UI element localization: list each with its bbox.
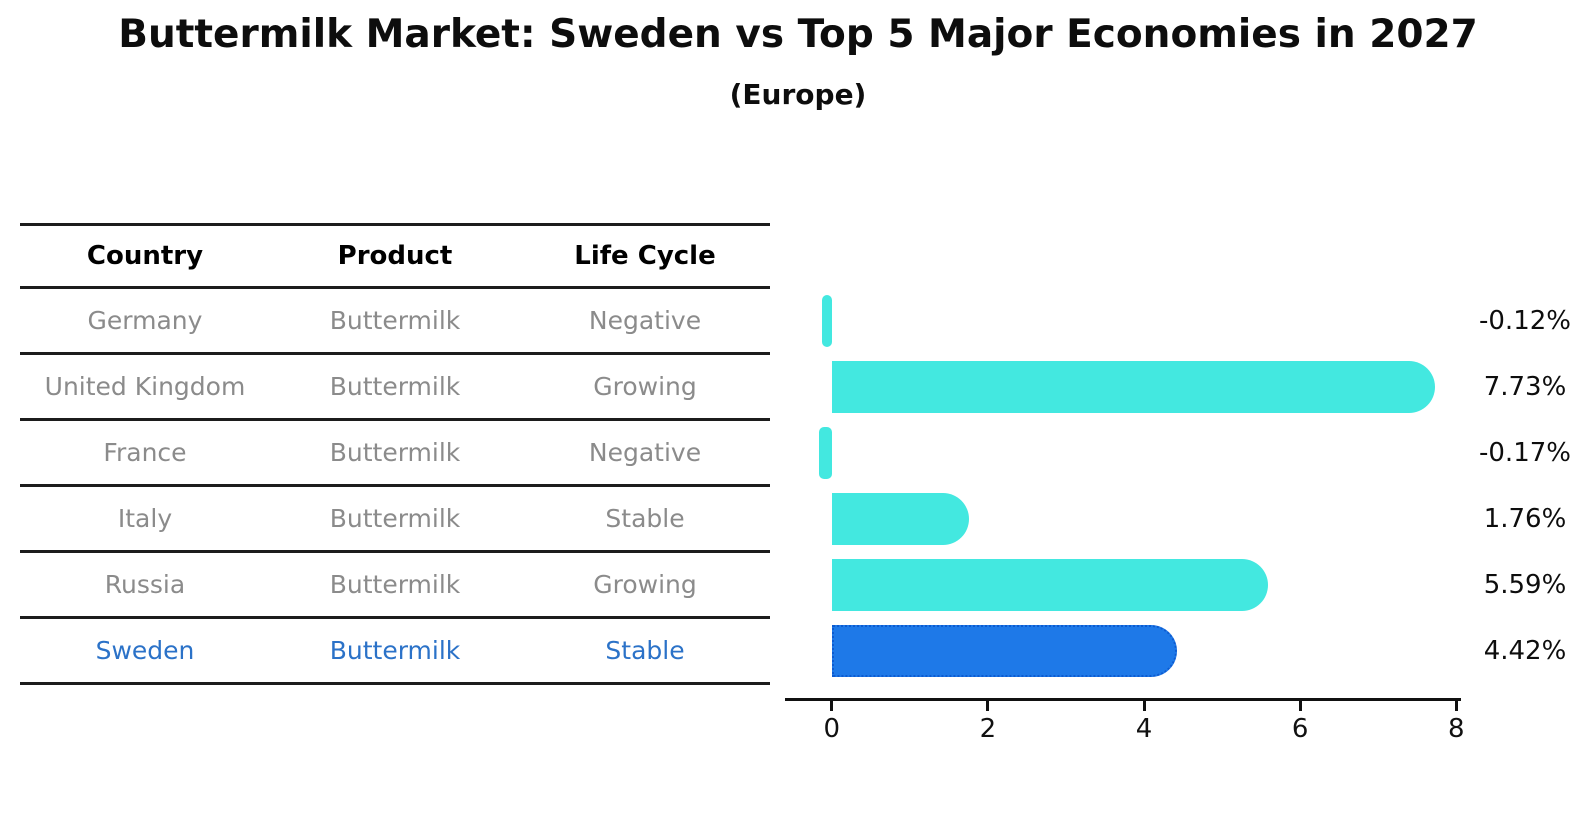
table-row: Italy Buttermilk Stable [20, 487, 770, 553]
x-tick-label: 4 [1135, 714, 1153, 744]
chart-subtitle: (Europe) [729, 78, 867, 111]
x-tick-label: 6 [1291, 714, 1309, 744]
table-header-row: Country Product Life Cycle [20, 223, 770, 289]
value-labels: -0.12% 7.73% -0.17% 1.76% 5.59% 4.42% [1460, 288, 1590, 684]
bar-row [785, 420, 1461, 486]
bar [822, 295, 832, 347]
bar-row [785, 552, 1461, 618]
header-product: Product [337, 241, 453, 271]
x-axis: 0 2 4 6 8 [785, 698, 1465, 768]
tick-mark [1142, 701, 1146, 711]
cell-life-cycle: Stable [605, 504, 685, 533]
cell-product: Buttermilk [329, 636, 461, 665]
bar-value-label: -0.12% [1479, 306, 1571, 336]
cell-country: Germany [87, 306, 203, 335]
tick-mark [986, 701, 990, 711]
bar [831, 361, 1436, 413]
cell-product: Buttermilk [329, 306, 461, 335]
x-tick-label: 0 [823, 714, 841, 744]
cell-country: France [103, 438, 187, 467]
cell-product: Buttermilk [329, 570, 461, 599]
bar-row [785, 354, 1461, 420]
bar-row [785, 486, 1461, 552]
tick-mark [1454, 701, 1458, 711]
bar-value-label: 5.59% [1483, 570, 1567, 600]
cell-product: Buttermilk [329, 372, 461, 401]
cell-life-cycle: Growing [593, 372, 697, 401]
header-life-cycle: Life Cycle [574, 241, 716, 271]
tick-mark [1298, 701, 1302, 711]
bar-row [785, 618, 1461, 684]
cell-life-cycle: Negative [588, 438, 702, 467]
cell-life-cycle: Stable [605, 636, 685, 665]
bar [831, 559, 1269, 611]
table-row: Russia Buttermilk Growing [20, 553, 770, 619]
bar-value-label: 7.73% [1483, 372, 1567, 402]
chart-title: Buttermilk Market: Sweden vs Top 5 Major… [118, 12, 1478, 57]
x-tick-label: 2 [979, 714, 997, 744]
cell-country: Russia [104, 570, 186, 599]
cell-country: Sweden [95, 636, 195, 665]
x-tick-label: 8 [1448, 714, 1465, 744]
bar-value-label: 4.42% [1483, 636, 1567, 666]
bar-row [785, 288, 1461, 354]
header-country: Country [86, 241, 204, 271]
plot-area [785, 288, 1461, 684]
table-row: Sweden Buttermilk Stable [20, 619, 770, 685]
cell-country: Italy [117, 504, 173, 533]
bar-value-label: 1.76% [1483, 504, 1567, 534]
table-row: Germany Buttermilk Negative [20, 289, 770, 355]
country-table: Country Product Life Cycle Germany Butte… [20, 223, 770, 685]
table-row: France Buttermilk Negative [20, 421, 770, 487]
bar [831, 625, 1177, 677]
cell-life-cycle: Negative [588, 306, 702, 335]
table-row: United Kingdom Buttermilk Growing [20, 355, 770, 421]
bar [831, 493, 970, 545]
cell-product: Buttermilk [329, 438, 461, 467]
tick-mark [830, 701, 834, 711]
cell-country: United Kingdom [44, 372, 246, 401]
cell-life-cycle: Growing [593, 570, 697, 599]
bar [818, 427, 832, 479]
bar-value-label: -0.17% [1479, 438, 1571, 468]
x-axis-line [785, 698, 1461, 701]
cell-product: Buttermilk [329, 504, 461, 533]
